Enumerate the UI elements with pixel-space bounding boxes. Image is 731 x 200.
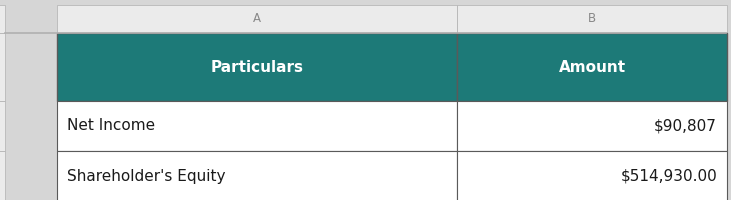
Text: Amount: Amount	[558, 60, 626, 74]
Text: Net Income: Net Income	[67, 118, 155, 134]
Bar	[0, 101, 5, 151]
Text: Particulars: Particulars	[211, 60, 303, 74]
Bar	[0, 151, 5, 200]
Bar	[57, 5, 457, 33]
Text: $514,930.00: $514,930.00	[620, 168, 717, 184]
Text: B: B	[588, 12, 596, 25]
Bar	[457, 33, 727, 101]
Bar	[457, 101, 727, 151]
Bar	[57, 33, 457, 101]
Bar	[0, 5, 5, 33]
Bar	[457, 5, 727, 33]
Text: A: A	[253, 12, 261, 25]
Text: $90,807: $90,807	[654, 118, 717, 134]
Bar	[457, 151, 727, 200]
Bar	[0, 33, 5, 101]
Bar	[57, 101, 457, 151]
Text: Shareholder's Equity: Shareholder's Equity	[67, 168, 225, 184]
Bar	[57, 151, 457, 200]
